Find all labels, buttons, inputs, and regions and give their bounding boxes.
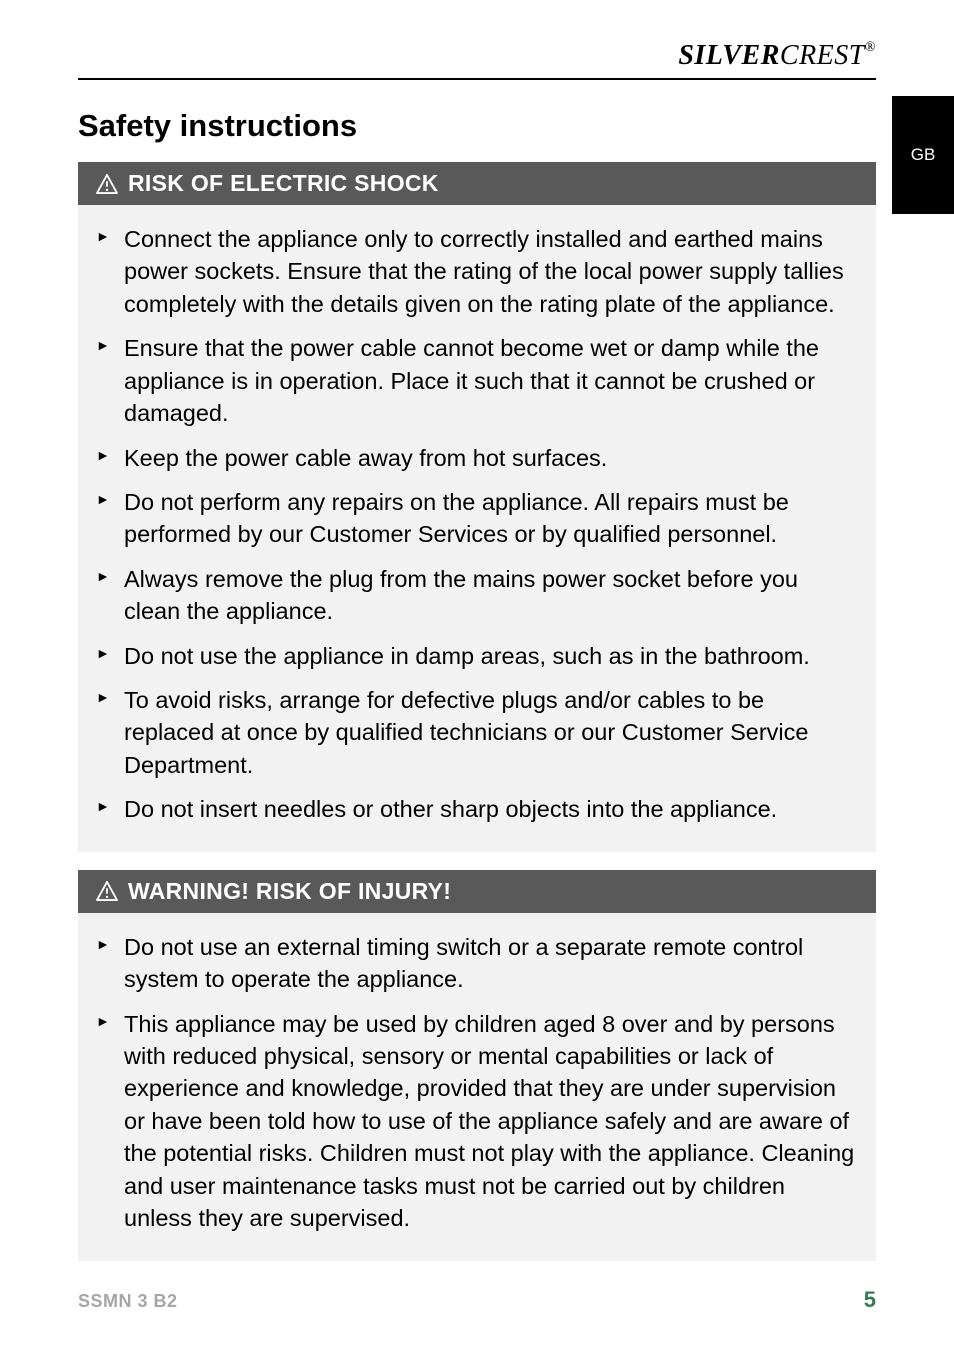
page-title: Safety instructions	[78, 108, 876, 144]
list-item: Keep the power cable away from hot surfa…	[96, 442, 858, 474]
list-item: Do not use an external timing switch or …	[96, 931, 858, 996]
list-item: Do not use the appliance in damp areas, …	[96, 640, 858, 672]
warning-box-injury-title: WARNING! RISK OF INJURY!	[128, 878, 451, 905]
page-content: Safety instructions RISK OF ELECTRIC SHO…	[78, 108, 876, 1279]
list-item: This appliance may be used by children a…	[96, 1008, 858, 1235]
warning-triangle-icon	[96, 174, 118, 194]
warning-box-injury: WARNING! RISK OF INJURY! Do not use an e…	[78, 870, 876, 1261]
language-tab-label: GB	[911, 145, 936, 165]
list-item: Do not insert needles or other sharp obj…	[96, 793, 858, 825]
list-item: Do not perform any repairs on the applia…	[96, 486, 858, 551]
warning-box-electric-body: Connect the appliance only to correctly …	[78, 205, 876, 852]
footer-page-number: 5	[864, 1287, 876, 1313]
list-item: Connect the appliance only to correctly …	[96, 223, 858, 320]
warning-box-electric-header: RISK OF ELECTRIC SHOCK	[78, 162, 876, 205]
page-footer: SSMN 3 B2 5	[78, 1287, 876, 1313]
warning-box-injury-body: Do not use an external timing switch or …	[78, 913, 876, 1261]
warning-triangle-icon	[96, 881, 118, 901]
brand-bold: SILVER	[678, 40, 780, 71]
list-item: Always remove the plug from the mains po…	[96, 563, 858, 628]
warning-box-electric: RISK OF ELECTRIC SHOCK Connect the appli…	[78, 162, 876, 852]
warning-box-electric-title: RISK OF ELECTRIC SHOCK	[128, 170, 439, 197]
injury-list: Do not use an external timing switch or …	[96, 931, 858, 1235]
footer-model: SSMN 3 B2	[78, 1291, 178, 1312]
warning-box-injury-header: WARNING! RISK OF INJURY!	[78, 870, 876, 913]
brand-logo: SILVERCREST®	[678, 40, 876, 72]
list-item: Ensure that the power cable cannot becom…	[96, 332, 858, 429]
electric-list: Connect the appliance only to correctly …	[96, 223, 858, 826]
header-rule	[78, 78, 876, 80]
language-tab: GB	[892, 96, 954, 214]
list-item: To avoid risks, arrange for defective pl…	[96, 684, 858, 781]
brand-reg: ®	[865, 40, 876, 55]
brand-light: CREST	[780, 40, 865, 71]
